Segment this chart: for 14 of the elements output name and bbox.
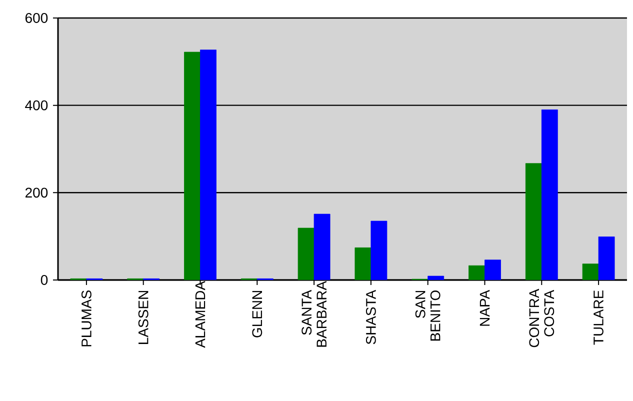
x-tick-label: LASSEN — [138, 290, 148, 344]
x-tick-label: SAN BENITO — [415, 290, 440, 341]
y-tick-label: 600 — [25, 13, 48, 23]
x-tick-label: NAPA — [480, 290, 490, 326]
x-tick-label: ALAMEDA — [195, 280, 206, 348]
x-tick-label: SANTA BARBARA — [302, 280, 326, 347]
x-tick-label: TULARE — [594, 290, 604, 345]
x-tick-label: GLENN — [252, 290, 262, 338]
x-tick-label: PLUMAS — [81, 290, 92, 346]
x-tick-label: CONTRA COSTA — [529, 288, 554, 348]
y-tick-label: 0 — [40, 275, 48, 285]
x-tick-label: SHASTA — [366, 290, 376, 344]
y-tick-label: 400 — [25, 100, 48, 110]
y-tick-label: 200 — [25, 188, 48, 198]
